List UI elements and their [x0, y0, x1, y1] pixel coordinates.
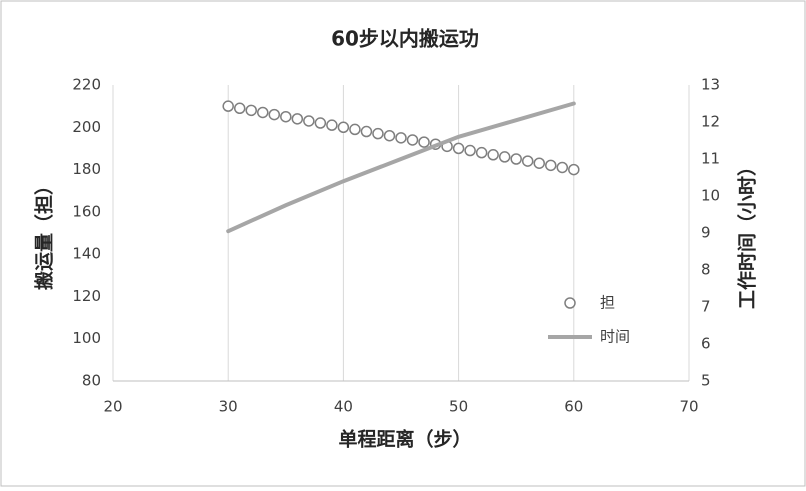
- y-tick-label: 140: [72, 245, 101, 263]
- x-tick-label: 60: [564, 398, 583, 416]
- y2-axis-title: 工作时间（小时）: [736, 157, 759, 309]
- y2-tick-label: 6: [701, 335, 711, 353]
- data-point: [360, 125, 373, 138]
- y2-tick-label: 12: [701, 113, 720, 131]
- legend-label: 时间: [600, 328, 630, 346]
- x-tick-label: 20: [103, 398, 122, 416]
- legend-label: 担: [600, 294, 615, 312]
- data-point: [521, 155, 534, 167]
- y2-tick-label: 11: [701, 150, 720, 168]
- data-point: [487, 149, 499, 161]
- data-point: [349, 123, 361, 136]
- data-point: [464, 144, 476, 157]
- data-point: [545, 159, 557, 172]
- y2-tick-label: 8: [701, 261, 711, 279]
- y2-tick-label: 13: [701, 76, 720, 94]
- y-tick-label: 80: [82, 372, 101, 390]
- x-tick-label: 50: [449, 398, 468, 416]
- data-point: [326, 119, 338, 131]
- y-axis-title: 搬运量（担）: [33, 176, 56, 290]
- data-line: [226, 101, 576, 234]
- y2-tick-label: 5: [701, 372, 711, 390]
- x-tick-label: 30: [219, 398, 238, 416]
- data-point: [498, 151, 511, 163]
- y2-tick-label: 9: [701, 224, 711, 242]
- data-point: [280, 110, 292, 123]
- data-point: [303, 115, 315, 127]
- data-point: [418, 136, 430, 148]
- legend-marker: [564, 297, 576, 309]
- data-point: [452, 142, 465, 155]
- data-point: [268, 108, 281, 121]
- data-point: [233, 102, 246, 115]
- data-point: [383, 129, 396, 142]
- y-tick-label: 160: [72, 202, 101, 220]
- x-axis-title: 单程距离（步）: [338, 428, 471, 451]
- data-point: [245, 104, 257, 117]
- data-point: [372, 127, 384, 140]
- y-tick-label: 120: [72, 287, 101, 305]
- data-point: [475, 146, 488, 159]
- data-point: [395, 132, 407, 144]
- y2-tick-label: 7: [701, 298, 711, 316]
- data-point: [533, 157, 545, 169]
- y-tick-label: 100: [72, 329, 101, 347]
- chart-title: 60步以内搬运功: [331, 27, 479, 51]
- data-point: [406, 134, 419, 146]
- data-point: [222, 100, 234, 112]
- data-point: [568, 163, 580, 176]
- y-tick-label: 200: [72, 118, 101, 136]
- data-point: [337, 121, 350, 134]
- data-point: [291, 113, 304, 125]
- x-tick-label: 40: [334, 398, 353, 416]
- data-point: [556, 161, 569, 174]
- data-point: [314, 117, 327, 129]
- data-point: [257, 106, 269, 119]
- y-tick-label: 220: [72, 76, 101, 94]
- y-tick-label: 180: [72, 160, 101, 178]
- data-point: [510, 153, 522, 165]
- y2-tick-label: 10: [701, 187, 720, 205]
- x-tick-label: 70: [679, 398, 698, 416]
